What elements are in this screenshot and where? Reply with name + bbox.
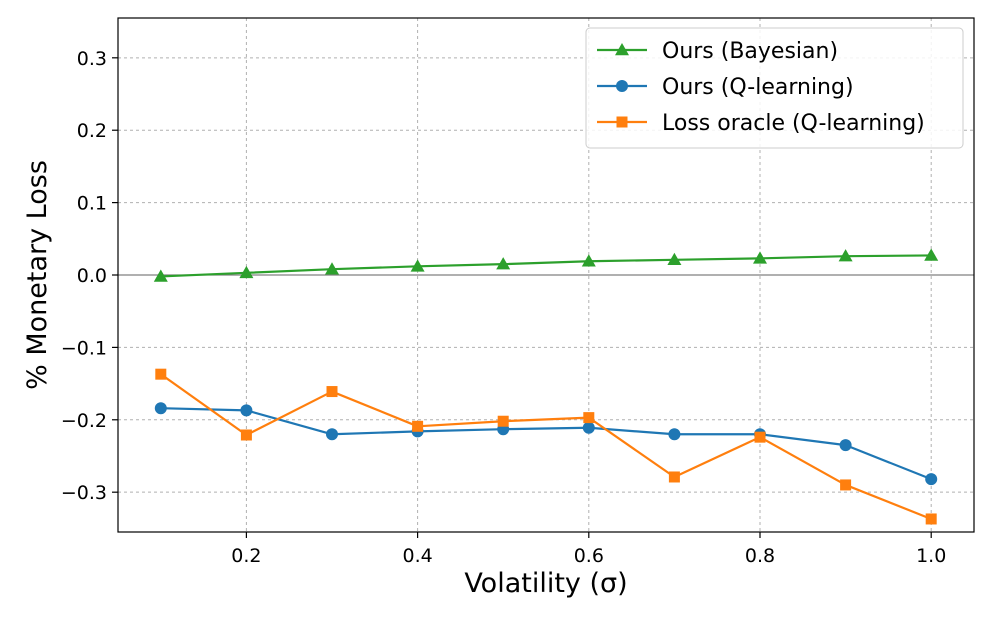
data-point [667, 252, 682, 266]
x-tick-label: 0.6 [574, 545, 604, 567]
data-point [496, 257, 511, 270]
data-point [154, 402, 167, 415]
y-tick-label: 0.3 [77, 48, 107, 70]
y-tick-label: −0.3 [61, 482, 107, 504]
data-point [839, 439, 852, 452]
data-point [239, 265, 254, 279]
legend-label: Ours (Bayesian) [662, 39, 838, 64]
series-line [160, 254, 932, 278]
legend-label: Loss oracle (Q-learning) [662, 111, 925, 136]
data-point [326, 428, 338, 441]
legend-item: Loss oracle (Q-learning) [597, 111, 925, 136]
data-point [155, 368, 167, 380]
x-tick-label: 0.2 [231, 545, 261, 567]
data-point [753, 251, 767, 264]
series-2 [155, 368, 937, 525]
data-point [240, 429, 252, 441]
data-point [754, 431, 766, 443]
y-tick-label: −0.2 [61, 410, 107, 432]
data-point [582, 421, 595, 434]
data-point [925, 513, 937, 525]
data-point [840, 479, 852, 491]
series-0 [153, 248, 939, 282]
data-point [410, 259, 425, 272]
series-1 [154, 402, 938, 486]
x-tick-label: 0.4 [402, 545, 432, 567]
data-point [326, 386, 338, 398]
y-tick-label: 0.2 [77, 120, 107, 142]
data-point [668, 428, 681, 441]
data-point [240, 404, 253, 417]
y-tick-label: 0.1 [77, 193, 107, 215]
series-line [160, 407, 932, 481]
x-tick-label: 0.8 [745, 545, 775, 567]
legend: Ours (Bayesian) Ours (Q-learning) Loss ora… [585, 27, 964, 149]
data-point [583, 412, 595, 424]
y-axis-label: % Monetary Loss [22, 160, 53, 390]
legend-marker [615, 43, 629, 56]
data-point [412, 420, 424, 432]
legend-item: Ours (Q-learning) [597, 75, 854, 100]
x-axis-label: Volatility (σ) [464, 568, 627, 599]
data-point [325, 262, 339, 275]
data-point [924, 248, 939, 261]
y-tick-label: −0.1 [61, 337, 107, 359]
data-point [153, 269, 168, 282]
x-tick-label: 1.0 [916, 545, 946, 567]
data-point [838, 249, 853, 262]
series-group [153, 248, 939, 525]
legend-label: Ours (Q-learning) [662, 75, 854, 100]
x-axis-ticks: 0.2 0.4 0.6 0.8 1.0 [231, 532, 946, 567]
data-point [668, 471, 680, 483]
data-point [497, 415, 509, 427]
data-point [581, 254, 596, 267]
legend-marker [616, 80, 628, 92]
series-line [160, 373, 932, 520]
y-tick-label: 0.0 [77, 265, 107, 287]
legend-box [585, 27, 964, 149]
legend-marker [616, 116, 628, 128]
legend-item: Ours (Bayesian) [597, 39, 838, 64]
y-axis-ticks: 0.3 0.2 0.1 0.0 −0.1 −0.2 −0.3 [61, 48, 118, 504]
data-point [925, 473, 938, 486]
